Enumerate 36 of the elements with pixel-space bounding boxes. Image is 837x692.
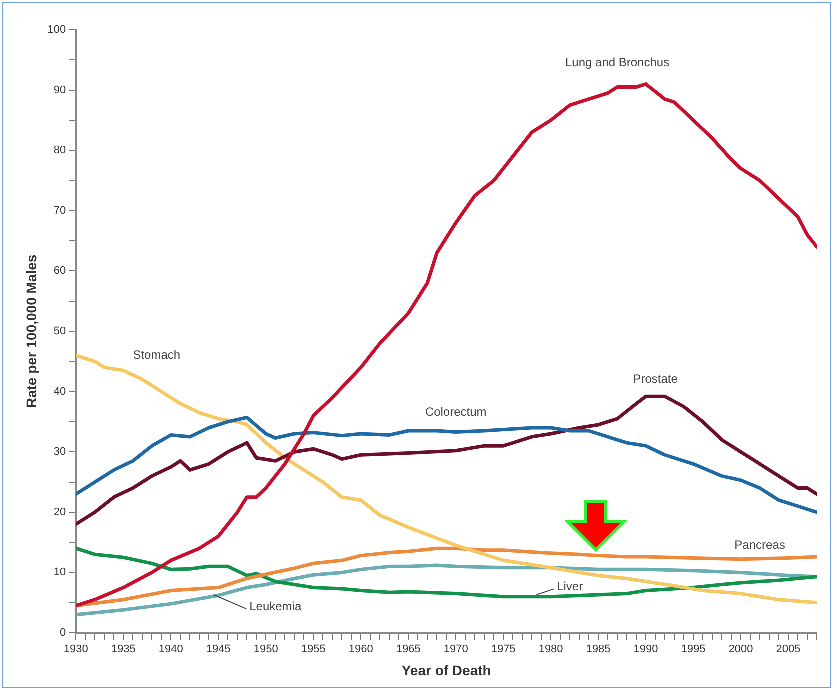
series-label: Prostate <box>633 372 678 386</box>
series-label: Liver <box>557 579 584 594</box>
y-tick-label: 40 <box>54 386 66 398</box>
x-tick-label: 2005 <box>776 644 801 656</box>
series-label: Stomach <box>133 348 181 362</box>
x-tick-label: 1955 <box>301 644 326 656</box>
x-tick-label: 1975 <box>491 644 516 656</box>
series-label: Colorectum <box>425 405 487 420</box>
x-tick-label: 1930 <box>64 644 88 656</box>
y-tick-label: 0 <box>60 627 66 640</box>
x-tick-label: 2000 <box>728 644 754 656</box>
series-label: Pancreas <box>734 538 786 552</box>
x-tick-label: 1940 <box>158 644 184 656</box>
x-tick-label: 1950 <box>254 644 278 656</box>
x-tick-label: 1965 <box>396 644 421 656</box>
y-tick-label: 80 <box>54 144 66 157</box>
y-tick-label: 30 <box>54 446 66 458</box>
y-axis-title: Rate per 100,000 Males <box>23 254 40 408</box>
y-tick-label: 70 <box>54 204 66 217</box>
x-tick-label: 1935 <box>111 644 136 656</box>
y-tick-label: 20 <box>54 506 66 518</box>
x-axis-title: Year of Death <box>402 662 492 678</box>
x-tick-label: 1960 <box>348 644 374 656</box>
y-tick-label: 100 <box>48 24 66 36</box>
x-tick-label: 1985 <box>586 644 611 656</box>
x-tick-label: 1970 <box>444 644 468 656</box>
x-tick-label: 1980 <box>538 644 564 656</box>
x-tick-label: 1995 <box>681 644 706 656</box>
series-label: Leukemia <box>250 599 302 614</box>
x-tick-label: 1990 <box>634 644 658 656</box>
y-tick-label: 60 <box>54 265 66 278</box>
y-tick-label: 90 <box>54 84 66 96</box>
text: Lung and Bronchus <box>565 55 670 70</box>
y-tick-label: 10 <box>54 566 66 579</box>
y-tick-label: 50 <box>54 326 66 338</box>
x-tick-label: 1945 <box>206 644 231 656</box>
